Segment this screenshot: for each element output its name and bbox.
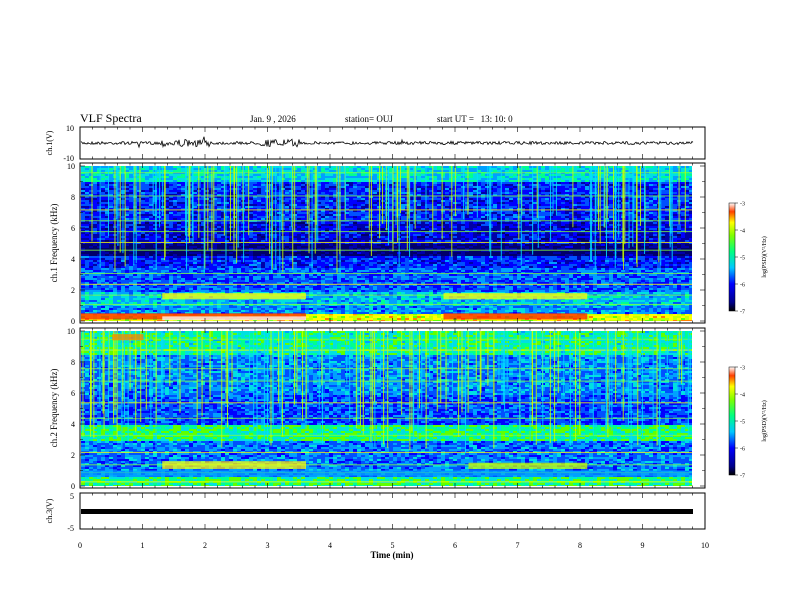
colorbar-tick-label: -6 xyxy=(740,447,745,453)
y-tick-label: 10 xyxy=(67,327,75,336)
ch2-colorbar-gradient xyxy=(728,366,736,476)
x-tick-label: 0 xyxy=(78,541,82,550)
ch3-waveform-panel: 5 -5 ch.3(V) xyxy=(45,492,706,533)
ch1-waveform-trace xyxy=(80,136,694,149)
y-tick-label: 4 xyxy=(71,420,75,429)
ch3-ytick-top: 5 xyxy=(70,492,74,501)
colorbar-tick-label: -7 xyxy=(740,474,745,480)
x-tick-label: 9 xyxy=(641,541,645,550)
x-axis: 0 1 2 3 4 5 6 7 8 9 10 xyxy=(78,127,709,550)
y-tick-label: 8 xyxy=(71,193,75,202)
ch2-spec-ylabel: ch.2 Frequency (kHz) xyxy=(49,369,59,448)
colorbar-tick-label: -7 xyxy=(740,310,745,316)
y-tick-label: 4 xyxy=(71,255,75,264)
x-tick-label: 4 xyxy=(328,541,332,550)
y-tick-label: 10 xyxy=(67,162,75,171)
ch1-waveform-panel: 10 -10 ch.1(V) xyxy=(45,124,706,163)
colorbar-tick-label: -5 xyxy=(740,256,745,262)
ch1-colorbar: -3 -4 -5 -6 -7 log(PSD)(V²/Hz) xyxy=(728,202,768,316)
figure-title: VLF Spectra xyxy=(80,111,142,125)
x-tick-label: 1 xyxy=(141,541,145,550)
ch1-colorbar-label: log(PSD)(V²/Hz) xyxy=(761,236,768,277)
colorbar-tick-label: -5 xyxy=(740,420,745,426)
x-axis-label: Time (min) xyxy=(370,550,413,560)
ch3-waveform-trace xyxy=(81,509,693,514)
date-label: Jan. 9 , 2026 xyxy=(250,114,296,124)
ch1-ylabel: ch.1(V) xyxy=(45,130,54,155)
ch1-spectrogram-image xyxy=(81,166,692,321)
x-tick-label: 2 xyxy=(203,541,207,550)
ch2-colorbar-label: log(PSD)(V²/Hz) xyxy=(761,400,768,441)
ch1-spectrogram-panel: 0 2 4 6 8 10 ch.1 Frequency (kHz) xyxy=(49,162,706,326)
colorbar-tick-label: -4 xyxy=(740,229,745,235)
x-tick-label: 3 xyxy=(266,541,270,550)
station-label: station= OUJ xyxy=(345,114,393,124)
ch1-spec-ylabel: ch.1 Frequency (kHz) xyxy=(49,204,59,283)
y-tick-label: 0 xyxy=(71,317,75,326)
ch2-spectrogram-panel: 0 2 4 6 8 10 ch.2 Frequency (kHz) xyxy=(49,327,706,491)
x-tick-label: 7 xyxy=(516,541,520,550)
ch1-ytick-bottom: -10 xyxy=(63,154,74,163)
y-tick-label: 0 xyxy=(71,482,75,491)
ch1-colorbar-gradient xyxy=(728,202,736,312)
ch3-ytick-bottom: -5 xyxy=(67,524,74,533)
y-tick-label: 2 xyxy=(71,286,75,295)
colorbar-tick-label: -6 xyxy=(740,283,745,289)
ch1-ytick-top: 10 xyxy=(66,124,74,133)
y-tick-label: 6 xyxy=(71,224,75,233)
ch2-spectrogram-image xyxy=(81,331,692,486)
x-tick-label: 8 xyxy=(578,541,582,550)
start-ut-label: start UT = 13: 10: 0 xyxy=(437,114,513,124)
colorbar-tick-label: -4 xyxy=(740,393,745,399)
y-tick-label: 6 xyxy=(71,389,75,398)
colorbar-tick-label: -3 xyxy=(740,202,745,208)
ch2-colorbar: -3 -4 -5 -6 -7 log(PSD)(V²/Hz) xyxy=(728,366,768,480)
y-tick-label: 2 xyxy=(71,451,75,460)
x-tick-label: 10 xyxy=(701,541,709,550)
x-tick-label: 5 xyxy=(391,541,395,550)
colorbar-tick-label: -3 xyxy=(740,366,745,372)
ch3-ylabel: ch.3(V) xyxy=(45,498,54,523)
x-tick-label: 6 xyxy=(453,541,457,550)
y-tick-label: 8 xyxy=(71,358,75,367)
